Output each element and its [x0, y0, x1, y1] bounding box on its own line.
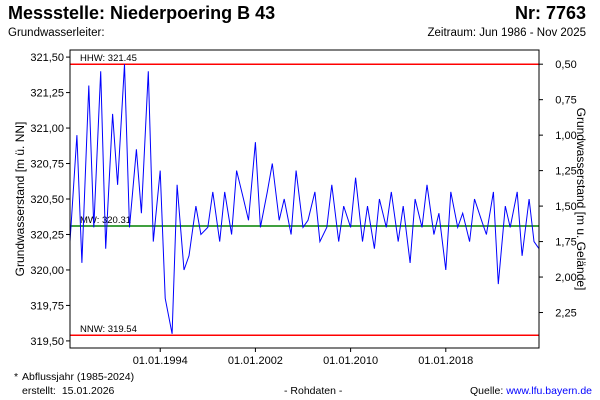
station-number: Nr: 7763: [514, 3, 586, 23]
created-info: erstellt: 15.01.2026: [22, 385, 114, 397]
y-tick-label: 321,00: [30, 123, 64, 135]
y2-tick-label: 2,00: [555, 272, 576, 284]
y2-axis-label: Grundwasserstand [m u. Gelände]: [574, 108, 588, 291]
y2-tick-label: 1,00: [555, 130, 576, 142]
created-label: erstellt:: [22, 385, 56, 397]
reference-line-label: MW: 320.31: [80, 215, 131, 226]
y-tick-label: 321,50: [30, 52, 64, 64]
y2-tick-label: 1,50: [555, 201, 576, 213]
aquifer-label: Grundwasserleiter:: [8, 27, 105, 39]
source-label: Quelle:: [470, 385, 504, 397]
reference-line-label: HHW: 321.45: [80, 53, 137, 64]
reference-line-label: NNW: 319.54: [80, 324, 137, 335]
raw-data-note: - Rohdaten -: [284, 385, 343, 397]
series-line: [69, 64, 540, 334]
y-tick-label: 320,75: [30, 159, 64, 171]
y2-tick-label: 1,25: [555, 166, 576, 178]
y-tick-label: 320,25: [30, 229, 64, 241]
source-info: Quelle: www.lfu.bayern.de: [470, 385, 592, 397]
y-tick-label: 319,50: [30, 336, 64, 348]
x-tick-label: 01.01.1994: [133, 355, 188, 367]
y2-tick-label: 1,75: [555, 237, 576, 249]
y2-tick-label: 2,25: [555, 308, 576, 320]
y-tick-label: 320,00: [30, 265, 64, 277]
period-label: Zeitraum: Jun 1986 - Nov 2025: [427, 27, 586, 39]
footnote-text: Abflussjahr (1985-2024): [22, 371, 135, 383]
created-date: 15.01.2026: [61, 385, 115, 397]
station-title: Messstelle: Niederpoering B 43: [8, 3, 276, 23]
y-tick-label: 320,50: [30, 194, 64, 206]
y2-tick-label: 0,50: [555, 59, 576, 71]
x-tick-label: 01.01.2018: [418, 355, 473, 367]
y-tick-label: 321,25: [30, 88, 64, 100]
y2-tick-label: 0,75: [555, 95, 576, 107]
y-axis-label: Grundwasserstand [m ü. NN]: [13, 122, 27, 277]
y-tick-label: 319,75: [30, 300, 64, 312]
x-tick-label: 01.01.2002: [228, 355, 283, 367]
footnote-star: *: [14, 371, 19, 383]
source-link[interactable]: www.lfu.bayern.de: [506, 385, 592, 397]
chart-axes: 321,50 321,25 321,00 320,75 320,50 320,25 320,…: [30, 52, 576, 367]
x-tick-label: 01.01.2010: [323, 355, 378, 367]
